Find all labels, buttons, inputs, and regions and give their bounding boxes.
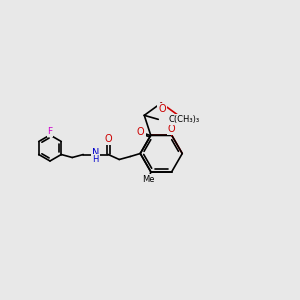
Text: Me: Me bbox=[142, 175, 155, 184]
Text: O: O bbox=[168, 124, 176, 134]
Text: F: F bbox=[47, 128, 52, 136]
Text: H: H bbox=[92, 155, 98, 164]
Text: N: N bbox=[92, 148, 99, 158]
Text: O: O bbox=[137, 127, 145, 137]
Text: O: O bbox=[158, 104, 166, 114]
Text: O: O bbox=[104, 134, 112, 145]
Text: C(CH₃)₃: C(CH₃)₃ bbox=[168, 115, 200, 124]
